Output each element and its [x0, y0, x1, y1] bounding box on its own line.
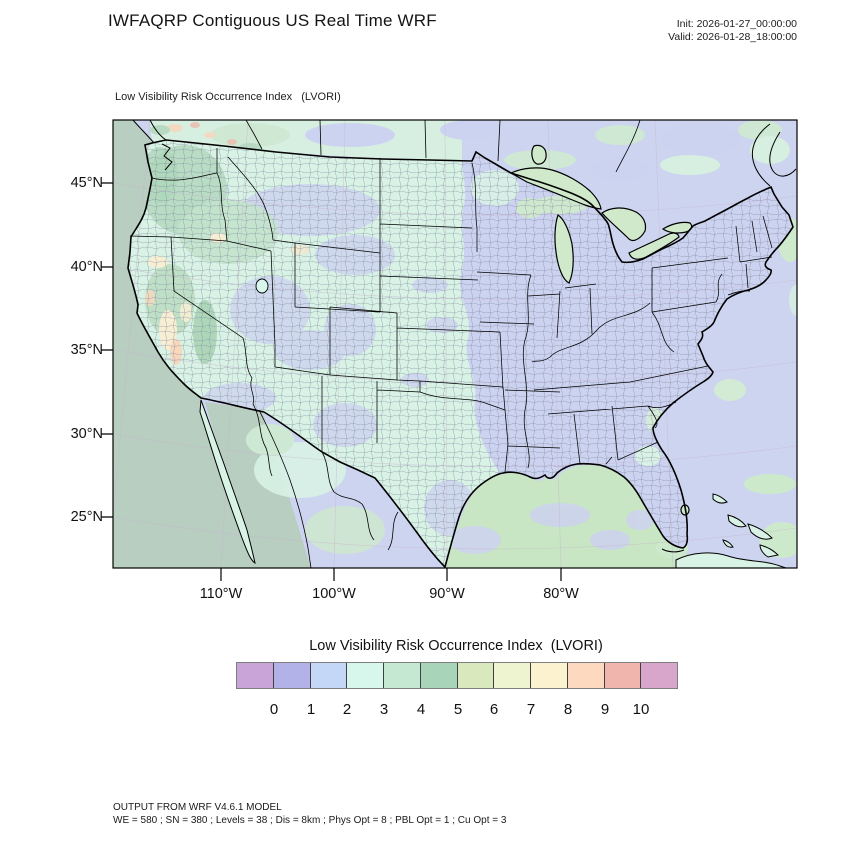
colorbar-cell	[457, 663, 495, 688]
colorbar	[236, 662, 678, 689]
gulf-of-california	[205, 402, 311, 568]
lat-tick-30n: 30°N	[70, 426, 103, 442]
islands	[661, 290, 787, 568]
state-boundaries	[129, 148, 773, 473]
colorbar-label-1: 1	[306, 701, 316, 718]
lat-tick-25n: 25°N	[70, 509, 103, 525]
colorbar-label-4: 4	[416, 701, 426, 718]
colorbar-cell	[420, 663, 458, 688]
colorbar-cell	[567, 663, 605, 688]
colorbar-label-9: 9	[600, 701, 610, 718]
colorbar-label-0: 0	[269, 701, 279, 718]
colorbar-label-2: 2	[342, 701, 352, 718]
colorbar-label-8: 8	[563, 701, 573, 718]
init-time: Init: 2026-01-27_00:00:00	[676, 18, 797, 30]
gulf-blue-patches	[449, 503, 654, 554]
colorbar-cell	[310, 663, 348, 688]
lat-tick-40n: 40°N	[70, 259, 103, 275]
lat-tick-45n: 45°N	[70, 175, 103, 191]
colorbar-cell	[604, 663, 642, 688]
conus-map-figure	[101, 119, 798, 581]
graticule	[113, 120, 797, 568]
colorbar-title: Low Visibility Risk Occurrence Index (LV…	[309, 638, 603, 654]
colorbar-cell	[273, 663, 311, 688]
baja-peninsula	[199, 399, 256, 565]
footer-config-line: WE = 580 ; SN = 380 ; Levels = 38 ; Dis …	[113, 815, 507, 826]
lon-tick-100w: 100°W	[312, 586, 356, 602]
canada-mottle	[150, 120, 782, 182]
colorbar-cell	[494, 663, 531, 688]
colorbar-cell	[237, 663, 274, 688]
colorbar-cell	[347, 663, 384, 688]
colorbar-label-10: 10	[632, 701, 650, 718]
footer: OUTPUT FROM WRF V4.6.1 MODEL WE = 580 ; …	[113, 801, 506, 827]
colorbar-label-3: 3	[379, 701, 389, 718]
colorbar-label-5: 5	[453, 701, 463, 718]
canada-coastlines	[132, 120, 797, 187]
run-times: Init: 2026-01-27_00:00:00 Valid: 2026-01…	[668, 18, 797, 43]
lon-tick-110w: 110°W	[199, 586, 243, 602]
colorbar-cell	[531, 663, 568, 688]
map-canvas	[113, 120, 797, 568]
footer-model-line: OUTPUT FROM WRF V4.6.1 MODEL	[113, 802, 282, 813]
lon-tick-80w: 80°W	[543, 586, 579, 602]
colorbar-label-7: 7	[526, 701, 536, 718]
page-title: IWFAQRP Contiguous US Real Time WRF	[108, 11, 437, 30]
lat-tick-35n: 35°N	[70, 342, 103, 358]
colorbar-label-6: 6	[489, 701, 499, 718]
lon-tick-90w: 90°W	[429, 586, 465, 602]
map-subtitle: Low Visibility Risk Occurrence Index (LV…	[115, 91, 341, 103]
map-frame	[112, 119, 798, 569]
axis-ticks	[101, 182, 562, 581]
mexico-boundaries	[252, 403, 399, 568]
valid-time: Valid: 2026-01-28_18:00:00	[668, 30, 797, 43]
great-lakes	[255, 144, 693, 516]
colorbar-cell	[641, 663, 677, 688]
colorbar-cell	[384, 663, 421, 688]
province-boundaries	[245, 120, 641, 173]
